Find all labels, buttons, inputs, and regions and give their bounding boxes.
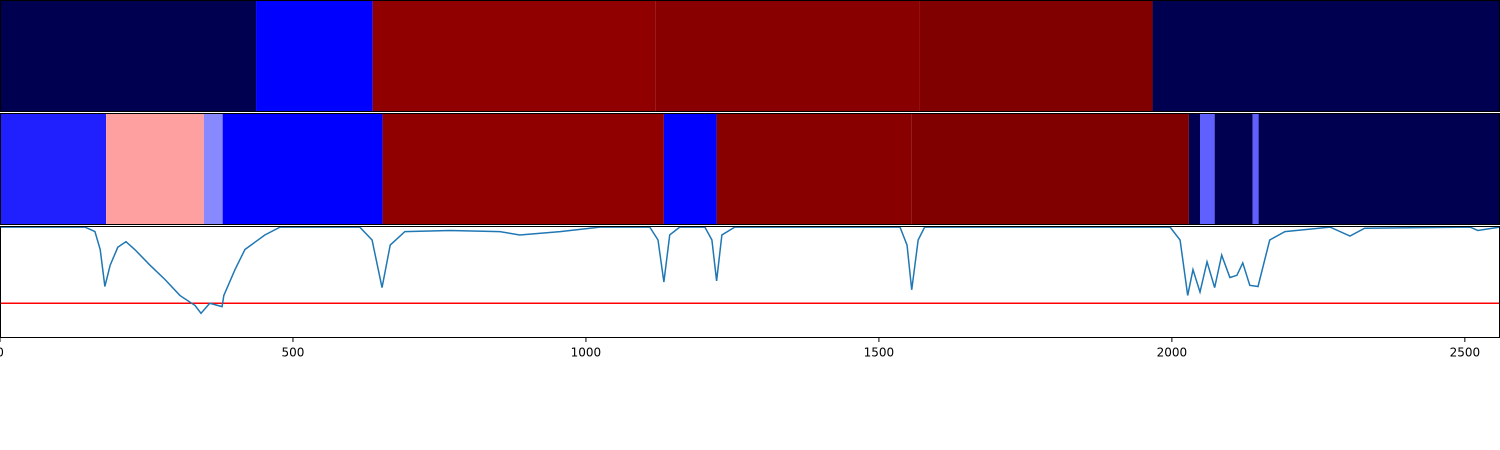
band-segment <box>256 0 373 112</box>
band-segment <box>0 113 107 225</box>
band-segment <box>1214 113 1253 225</box>
band-segment <box>716 113 912 225</box>
band-segment <box>1152 0 1500 112</box>
band-segment <box>1188 113 1200 225</box>
x-tick-label: 500 <box>282 346 305 360</box>
panel-frame <box>0 226 1500 338</box>
x-tick-label: 2500 <box>1450 346 1481 360</box>
band-segment <box>919 0 1153 112</box>
band-segment <box>1200 113 1215 225</box>
band-segment <box>663 113 717 225</box>
band-segment <box>1258 113 1500 225</box>
x-tick-label: 0 <box>0 346 4 360</box>
band-segment <box>655 0 920 112</box>
band-segment <box>203 113 223 225</box>
band-segment <box>0 0 257 112</box>
band-segment <box>911 113 1189 225</box>
x-tick-label: 2000 <box>1157 346 1188 360</box>
x-tick-label: 1000 <box>571 346 602 360</box>
band-segment <box>222 113 383 225</box>
band-segment <box>382 113 664 225</box>
data-line <box>0 226 1500 315</box>
band-segment <box>106 113 204 225</box>
band-segment <box>372 0 656 112</box>
band-segment <box>1252 113 1259 225</box>
x-tick-label: 1500 <box>864 346 895 360</box>
